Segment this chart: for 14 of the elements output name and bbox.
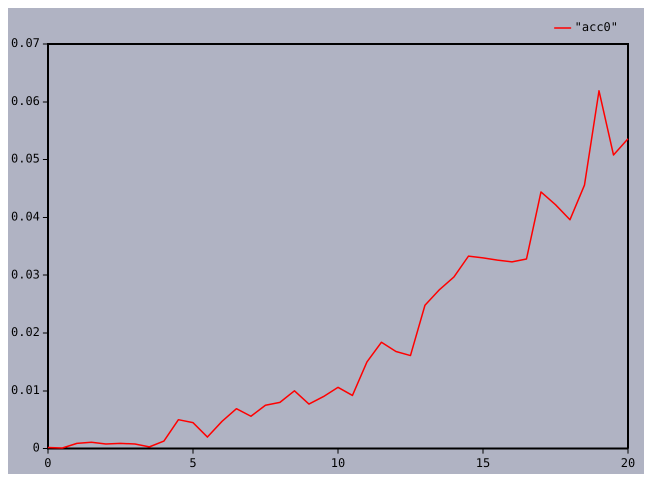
- x-tick-label: 0: [44, 456, 52, 470]
- y-tick-label: 0.03: [10, 267, 40, 282]
- y-tick-label: 0.07: [10, 36, 40, 50]
- y-tick-label: 0.04: [10, 210, 40, 224]
- y-tick-label: 0.06: [10, 94, 40, 108]
- legend-label: "acc0": [574, 20, 618, 34]
- x-tick-label: 15: [476, 456, 490, 470]
- y-tick-label: 0.05: [10, 152, 40, 166]
- x-tick-label: 20: [620, 456, 636, 470]
- x-tick-label: 10: [330, 456, 346, 470]
- x-tick-label: 5: [189, 456, 197, 470]
- y-tick-label: 0: [32, 440, 40, 455]
- y-tick-label: 0.01: [10, 382, 40, 397]
- y-tick-label: 0.02: [10, 325, 40, 340]
